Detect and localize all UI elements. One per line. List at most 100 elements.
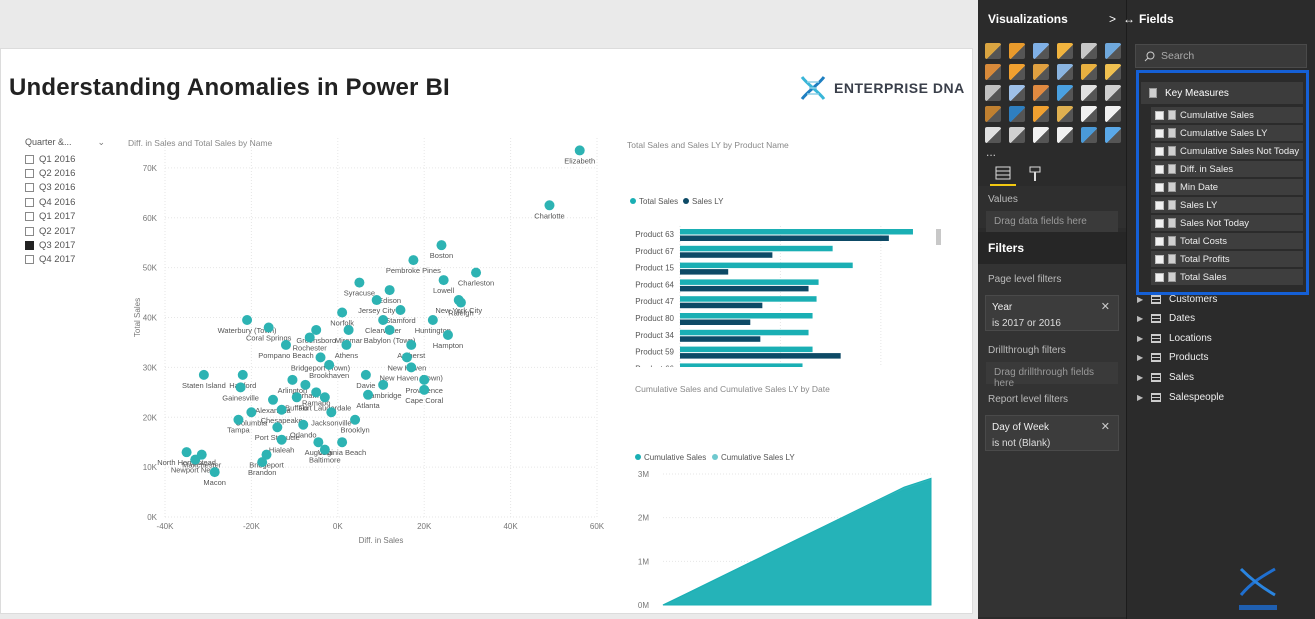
clustered-bar-icon[interactable] xyxy=(1033,43,1049,59)
fields-search-input[interactable]: Search xyxy=(1135,44,1307,68)
slicer-item[interactable]: Q3 2017 xyxy=(25,238,105,252)
scatter-point[interactable] xyxy=(190,454,201,465)
chevron-down-icon[interactable]: ⌄ xyxy=(97,137,105,147)
waterfall-icon[interactable] xyxy=(985,85,1001,101)
scatter-point[interactable] xyxy=(319,444,330,455)
slicer-checkbox[interactable] xyxy=(25,169,34,179)
table-item[interactable]: ▶ Products xyxy=(1137,349,1208,367)
matrix-icon[interactable] xyxy=(1057,127,1073,143)
measure-checkbox[interactable] xyxy=(1155,146,1164,156)
measure-checkbox[interactable] xyxy=(1155,218,1164,228)
card-icon[interactable] xyxy=(1105,106,1121,122)
scatter-point[interactable] xyxy=(276,434,287,445)
stacked-column-icon[interactable] xyxy=(1009,43,1025,59)
treemap-icon[interactable] xyxy=(1081,85,1097,101)
bar[interactable] xyxy=(680,296,817,302)
slicer-checkbox[interactable] xyxy=(25,255,34,265)
scatter-point[interactable] xyxy=(313,437,324,448)
bar[interactable] xyxy=(680,245,833,252)
expand-caret-icon[interactable]: ▶ xyxy=(1137,353,1144,363)
scatter-point[interactable] xyxy=(384,324,395,335)
scrollbar-thumb[interactable] xyxy=(936,229,941,245)
scatter-point[interactable] xyxy=(300,379,311,390)
bar[interactable] xyxy=(680,262,853,269)
scatter-point[interactable] xyxy=(237,369,248,380)
slicer-item[interactable]: Q1 2017 xyxy=(25,210,105,224)
scatter-point[interactable] xyxy=(272,422,283,433)
legend-label[interactable]: Total Sales xyxy=(639,197,678,206)
area-chart-icon[interactable] xyxy=(1009,64,1025,80)
scatter-point[interactable] xyxy=(544,200,555,211)
fields-tab[interactable] xyxy=(990,162,1016,186)
scatter-point[interactable] xyxy=(401,352,412,363)
scatter-point[interactable] xyxy=(442,329,453,340)
slicer-item[interactable]: Q1 2016 xyxy=(25,152,105,166)
measure-checkbox[interactable] xyxy=(1155,272,1164,282)
scatter-point[interactable] xyxy=(378,314,389,325)
measure-checkbox[interactable] xyxy=(1155,164,1164,174)
scatter-point[interactable] xyxy=(287,374,298,385)
measure-item[interactable]: Cumulative Sales LY xyxy=(1151,125,1303,141)
close-icon[interactable]: ✕ xyxy=(1100,421,1110,433)
scatter-point[interactable] xyxy=(360,369,371,380)
shape-map-icon[interactable] xyxy=(1009,106,1025,122)
scatter-point[interactable] xyxy=(242,314,253,325)
slicer-checkbox[interactable] xyxy=(25,241,34,251)
table-item[interactable]: ▶ Customers xyxy=(1137,290,1217,308)
area-series[interactable] xyxy=(662,477,932,606)
scatter-point[interactable] xyxy=(341,339,352,350)
bar[interactable] xyxy=(680,336,761,342)
stacked-bar-icon[interactable] xyxy=(985,43,1001,59)
bar[interactable] xyxy=(680,252,773,258)
bar[interactable] xyxy=(680,269,729,275)
line-column-icon[interactable] xyxy=(1057,64,1073,80)
donut-icon[interactable] xyxy=(1057,85,1073,101)
filled-map-icon[interactable] xyxy=(985,106,1001,122)
scatter-point[interactable] xyxy=(311,387,322,398)
bar[interactable] xyxy=(680,302,763,309)
expand-caret-icon[interactable]: ▶ xyxy=(1137,372,1144,382)
filter-card-day-of-week[interactable]: Day of Week is not (Blank) ✕ xyxy=(985,415,1119,451)
expand-caret-icon[interactable]: ▶ xyxy=(1137,392,1144,402)
globe-icon[interactable] xyxy=(1105,127,1121,143)
values-drop-well[interactable]: Drag data fields here xyxy=(986,211,1118,233)
gauge-icon[interactable] xyxy=(1057,106,1073,122)
measure-item[interactable]: Cumulative Sales xyxy=(1151,107,1303,123)
scatter-point[interactable] xyxy=(406,362,417,373)
scatter-point[interactable] xyxy=(438,275,449,286)
scatter-point[interactable] xyxy=(408,255,419,266)
kpi-icon[interactable] xyxy=(985,127,1001,143)
measure-checkbox[interactable] xyxy=(1155,110,1164,120)
scatter-point[interactable] xyxy=(354,277,365,288)
legend-label[interactable]: Sales LY xyxy=(692,197,724,206)
measure-item[interactable]: Total Sales xyxy=(1151,269,1303,285)
bar[interactable] xyxy=(680,346,813,353)
slicer-checkbox[interactable] xyxy=(25,226,34,236)
map-icon[interactable] xyxy=(1105,85,1121,101)
scatter-point[interactable] xyxy=(311,324,322,335)
slicer-checkbox[interactable] xyxy=(25,183,34,193)
stacked-area-icon[interactable] xyxy=(1033,64,1049,80)
format-tab[interactable] xyxy=(1022,162,1048,186)
scatter-point[interactable] xyxy=(350,414,361,425)
expand-caret-icon[interactable]: ▶ xyxy=(1137,314,1144,324)
scatter-point[interactable] xyxy=(343,324,354,335)
measure-checkbox[interactable] xyxy=(1155,182,1164,192)
scatter-point[interactable] xyxy=(315,352,326,363)
scatter-point[interactable] xyxy=(280,339,291,350)
slicer-item[interactable]: Q2 2016 xyxy=(25,166,105,180)
scatter-point[interactable] xyxy=(471,267,482,278)
bar-chart-visual[interactable]: Total Sales and Sales LY by Product Name… xyxy=(621,137,951,395)
scatter-point[interactable] xyxy=(268,394,278,405)
bar[interactable] xyxy=(680,363,803,369)
measure-item[interactable]: Sales LY xyxy=(1151,197,1303,213)
measure-item[interactable]: Min Date xyxy=(1151,179,1303,195)
scatter-point[interactable] xyxy=(304,332,315,343)
bar[interactable] xyxy=(680,319,751,326)
measure-checkbox[interactable] xyxy=(1155,200,1164,210)
slicer-item[interactable]: Q4 2017 xyxy=(25,253,105,267)
scatter-point[interactable] xyxy=(419,384,430,395)
more-visuals-button[interactable]: ... xyxy=(986,145,997,159)
scatter-point[interactable] xyxy=(276,404,287,415)
